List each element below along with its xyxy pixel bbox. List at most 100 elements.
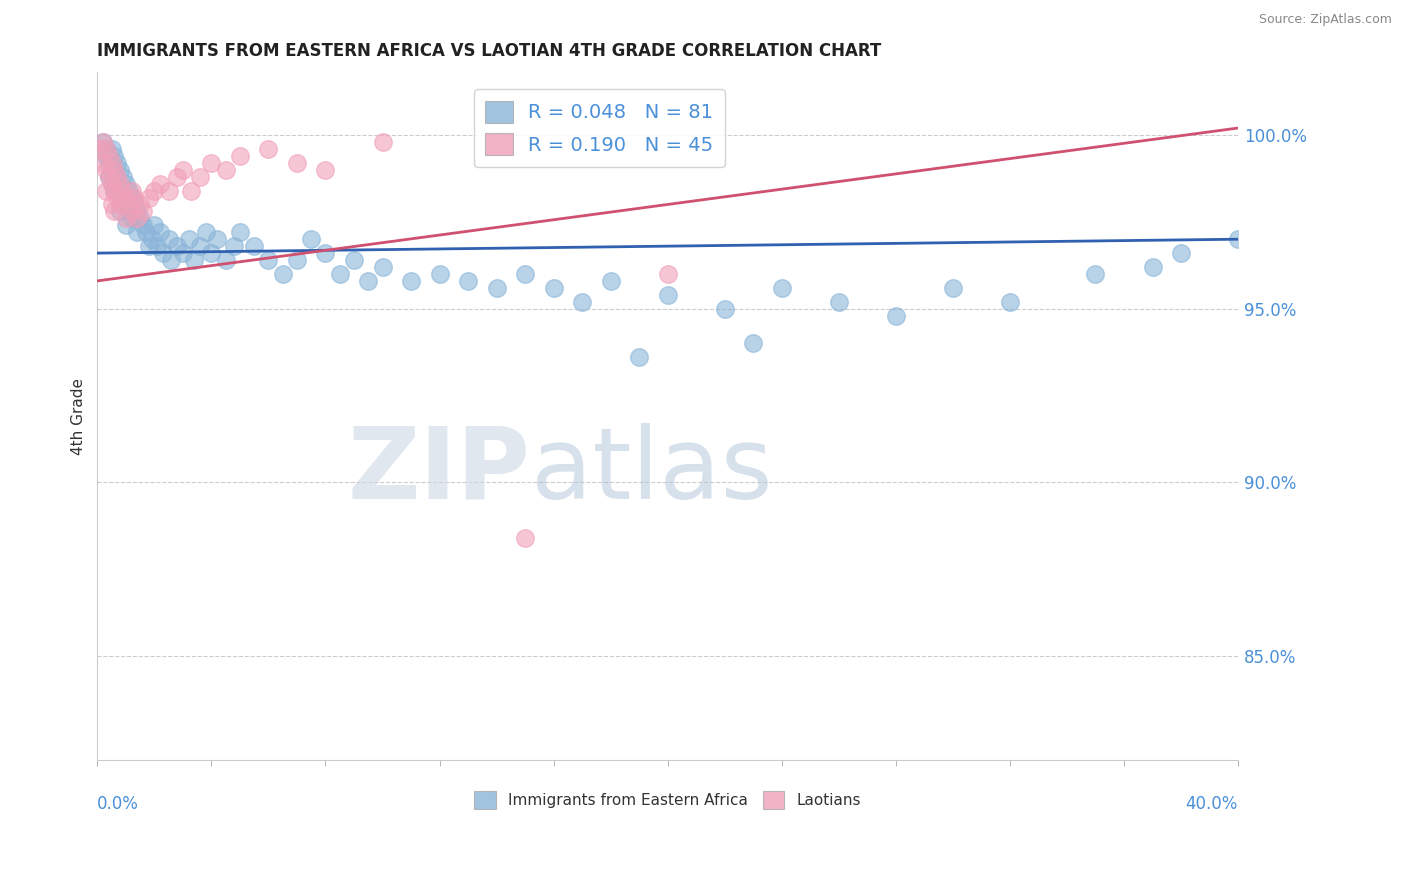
Point (138, 239, 160, 253)
Point (157, 184, 180, 198)
Point (129, 197, 152, 211)
Point (111, 184, 134, 198)
Point (742, 336, 765, 351)
Point (91, 155, 114, 169)
Point (205, 232, 228, 246)
Point (105, 190, 128, 204)
Point (111, 169, 134, 184)
Point (657, 267, 679, 281)
Point (108, 204, 131, 219)
Point (543, 281, 565, 295)
Point (103, 184, 125, 198)
Point (127, 225, 149, 239)
Point (103, 169, 125, 184)
Point (149, 177, 172, 191)
Point (1170, 246, 1192, 260)
Point (770, 281, 793, 295)
Point (998, 294, 1021, 309)
Point (100, 177, 122, 191)
Point (115, 177, 138, 191)
Point (97, 149, 120, 163)
Text: atlas: atlas (531, 423, 772, 520)
Y-axis label: 4th Grade: 4th Grade (72, 378, 86, 455)
Point (257, 142, 280, 156)
Point (224, 239, 246, 253)
Point (229, 225, 252, 239)
Point (115, 190, 138, 204)
Point (713, 301, 735, 316)
Point (257, 253, 280, 268)
Point (457, 274, 479, 288)
Point (828, 294, 851, 309)
Point (146, 239, 169, 253)
Point (229, 149, 252, 163)
Point (124, 197, 146, 211)
Point (115, 197, 138, 211)
Point (97, 169, 120, 184)
Point (124, 190, 146, 204)
Point (599, 274, 621, 288)
Point (315, 162, 337, 177)
Point (166, 169, 188, 184)
Point (1142, 260, 1164, 274)
Point (111, 190, 134, 204)
Point (100, 142, 122, 156)
Point (371, 260, 394, 274)
Point (121, 211, 143, 226)
Point (115, 211, 138, 226)
Point (172, 162, 194, 177)
Point (132, 204, 155, 219)
Point (166, 239, 188, 253)
Point (108, 197, 131, 211)
Point (215, 162, 238, 177)
Text: Source: ZipAtlas.com: Source: ZipAtlas.com (1258, 13, 1392, 27)
Point (91, 135, 114, 149)
Point (118, 197, 141, 211)
Point (121, 184, 143, 198)
Point (121, 190, 143, 204)
Text: ZIP: ZIP (347, 423, 531, 520)
Point (100, 197, 122, 211)
Point (127, 211, 149, 226)
Point (141, 232, 163, 246)
Point (97, 155, 120, 169)
Point (105, 169, 128, 184)
Point (105, 155, 128, 169)
Point (177, 232, 200, 246)
Point (285, 253, 308, 268)
Point (215, 253, 238, 268)
Point (100, 162, 122, 177)
Point (152, 246, 174, 260)
Point (97, 169, 120, 184)
Legend: Immigrants from Eastern Africa, Laotians: Immigrants from Eastern Africa, Laotians (468, 785, 868, 814)
Point (513, 531, 536, 545)
Point (121, 204, 143, 219)
Point (942, 281, 965, 295)
Point (1084, 267, 1107, 281)
Point (103, 162, 125, 177)
Point (315, 246, 337, 260)
Point (108, 184, 131, 198)
Point (132, 219, 155, 233)
Point (183, 253, 205, 268)
Point (94, 162, 117, 177)
Text: 40.0%: 40.0% (1185, 795, 1239, 814)
Point (285, 155, 308, 169)
Point (127, 204, 149, 219)
Point (94, 184, 117, 198)
Point (94, 142, 117, 156)
Point (135, 225, 157, 239)
Point (100, 155, 122, 169)
Point (157, 232, 180, 246)
Point (100, 177, 122, 191)
Point (91, 135, 114, 149)
Point (103, 204, 125, 219)
Point (329, 267, 352, 281)
Point (115, 219, 138, 233)
Point (103, 184, 125, 198)
Point (108, 162, 131, 177)
Point (94, 149, 117, 163)
Point (299, 232, 322, 246)
Point (399, 274, 422, 288)
Point (103, 149, 125, 163)
